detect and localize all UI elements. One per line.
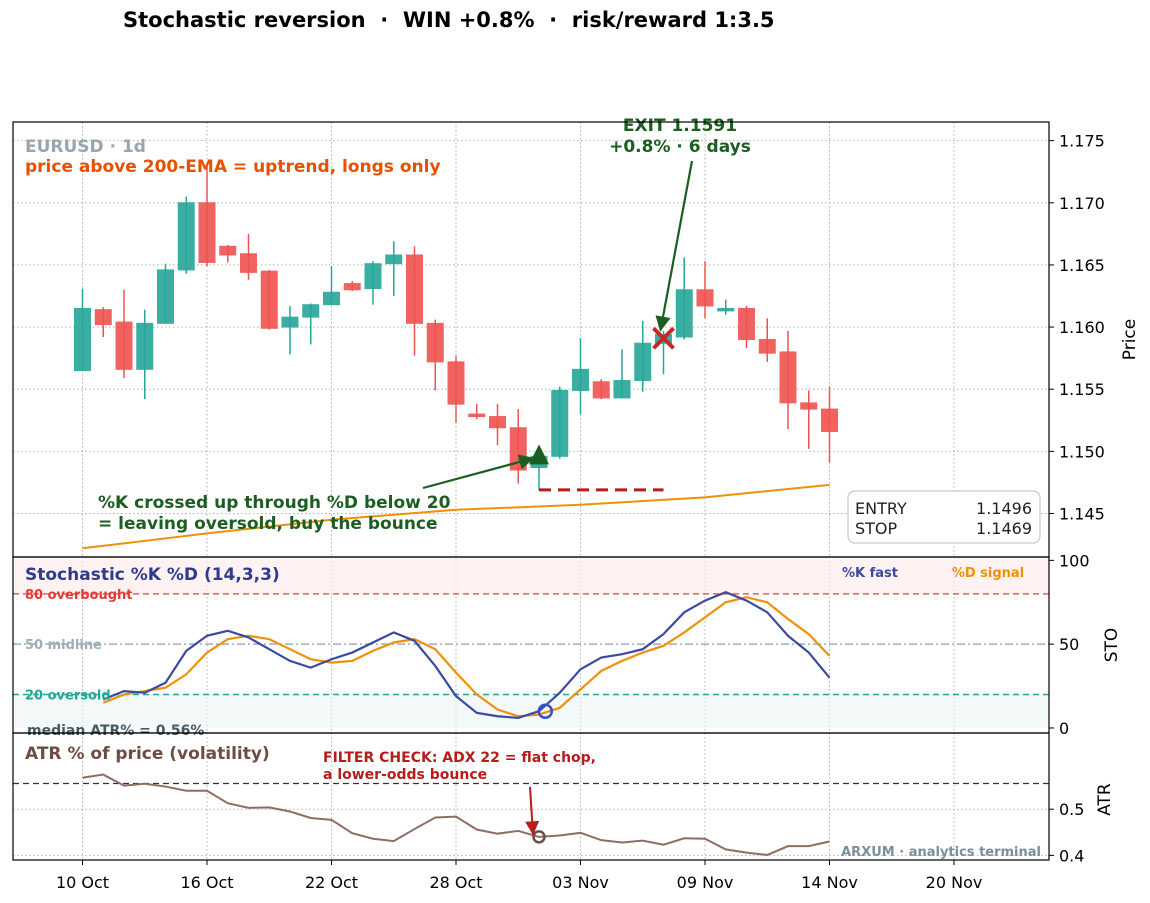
candle-body xyxy=(447,361,465,405)
trend-label: price above 200-EMA = uptrend, longs onl… xyxy=(25,157,441,177)
series-line-d xyxy=(102,596,831,718)
x-tick-label: 20 Nov xyxy=(926,873,983,892)
candle-body xyxy=(821,408,838,432)
filter-arrow xyxy=(525,786,540,836)
price-tick-label: 1.175 xyxy=(1059,132,1105,151)
x-tick-label: 22 Oct xyxy=(305,873,358,892)
exit-annotation: EXIT 1.1591 xyxy=(623,116,737,136)
candle-body xyxy=(219,245,237,256)
candle-body xyxy=(177,202,195,271)
candle-body xyxy=(364,263,382,290)
candle-body xyxy=(406,254,423,324)
candle-body xyxy=(738,307,755,340)
legend-d: %D signal xyxy=(952,566,1024,581)
filter-annotation: FILTER CHECK: ADX 22 = flat chop, xyxy=(323,750,596,766)
candle-body xyxy=(302,304,320,318)
candle-body xyxy=(717,307,735,312)
exit-arrow xyxy=(655,160,694,332)
candle-body xyxy=(613,380,631,399)
candle-body xyxy=(385,254,403,265)
price-tick-label: 1.155 xyxy=(1059,380,1105,399)
candle-body xyxy=(260,270,278,329)
candle-body xyxy=(572,368,589,391)
candle-body xyxy=(696,289,714,307)
candle-body xyxy=(489,416,506,429)
candle-body xyxy=(634,342,652,382)
entry-annotation: %K crossed up through %D below 20 xyxy=(98,493,451,513)
sto-tick-label: 100 xyxy=(1059,551,1090,570)
candle-body xyxy=(779,351,797,404)
entry-arrow xyxy=(422,454,535,490)
candle-body xyxy=(426,322,444,363)
price-axis-label: Price xyxy=(1120,319,1140,360)
ema200-line xyxy=(82,483,830,550)
x-tick-label: 16 Oct xyxy=(180,873,233,892)
atr-tick-label: 0.4 xyxy=(1059,846,1084,865)
atr-title: ATR % of price (volatility) xyxy=(25,744,270,764)
chart-title: Stochastic reversion · WIN +0.8% · risk/… xyxy=(123,8,775,32)
atr-tick-label: 0.5 xyxy=(1059,800,1084,819)
trade-box xyxy=(847,490,1041,544)
sto-tick-label: 0 xyxy=(1059,719,1069,738)
candle-body xyxy=(198,202,216,263)
stochastic-title: Stochastic %K %D (14,3,3) xyxy=(25,565,280,585)
series-line-atr xyxy=(82,773,830,856)
series-line-k xyxy=(102,591,831,720)
filter-annotation-detail: a lower-odds bounce xyxy=(323,767,487,783)
atr-axis-label: ATR xyxy=(1095,783,1115,816)
candle-body xyxy=(468,413,486,418)
watermark: ARXUM · analytics terminal xyxy=(841,845,1041,860)
symbol-label: EURUSD · 1d xyxy=(25,137,146,157)
overbought-label: 80 overbought xyxy=(25,588,133,603)
entry-box-value: 1.1496 xyxy=(976,499,1032,518)
x-tick-label: 10 Oct xyxy=(56,873,109,892)
candle-body xyxy=(758,339,776,354)
x-tick-label: 14 Nov xyxy=(801,873,858,892)
candle-body xyxy=(94,309,112,326)
atr-median-label: median ATR% = 0.56% xyxy=(27,723,204,739)
candle-body xyxy=(800,402,818,410)
x-tick-label: 28 Oct xyxy=(429,873,482,892)
candle-body xyxy=(74,307,91,372)
legend-k: %K fast xyxy=(842,566,898,581)
price-tick-label: 1.150 xyxy=(1059,442,1105,461)
overbought-zone xyxy=(13,557,1049,594)
entry-box-label: ENTRY xyxy=(855,499,907,518)
sto-tick-label: 50 xyxy=(1059,635,1079,654)
candle-body xyxy=(675,289,693,338)
oversold-zone xyxy=(13,694,1049,728)
x-tick-label: 03 Nov xyxy=(552,873,609,892)
candle-body xyxy=(592,381,610,399)
price-tick-label: 1.165 xyxy=(1059,256,1105,275)
price-tick-label: 1.145 xyxy=(1059,505,1105,524)
candle-body xyxy=(240,253,257,273)
oversold-label: 20 oversold xyxy=(25,688,111,703)
stop-box-label: STOP xyxy=(855,519,898,538)
signal-circle xyxy=(537,703,554,719)
midline-label: 50 midline xyxy=(25,638,102,653)
entry-triangle xyxy=(529,444,549,465)
price-tick-label: 1.160 xyxy=(1059,318,1105,337)
panel-frame xyxy=(12,732,1050,861)
candle-body xyxy=(551,389,569,457)
candle-body xyxy=(343,283,361,291)
exit-annotation-detail: +0.8% · 6 days xyxy=(609,137,751,157)
price-tick-label: 1.170 xyxy=(1059,194,1105,213)
candle-body xyxy=(281,316,299,328)
candle-body xyxy=(115,321,133,370)
candle-body xyxy=(157,269,174,324)
stop-box-value: 1.1469 xyxy=(976,519,1032,538)
entry-annotation-detail: = leaving oversold, buy the bounce xyxy=(98,514,438,534)
candle-body xyxy=(323,291,340,306)
sto-axis-label: STO xyxy=(1102,628,1122,663)
candle-body xyxy=(136,322,154,370)
x-tick-label: 09 Nov xyxy=(677,873,734,892)
